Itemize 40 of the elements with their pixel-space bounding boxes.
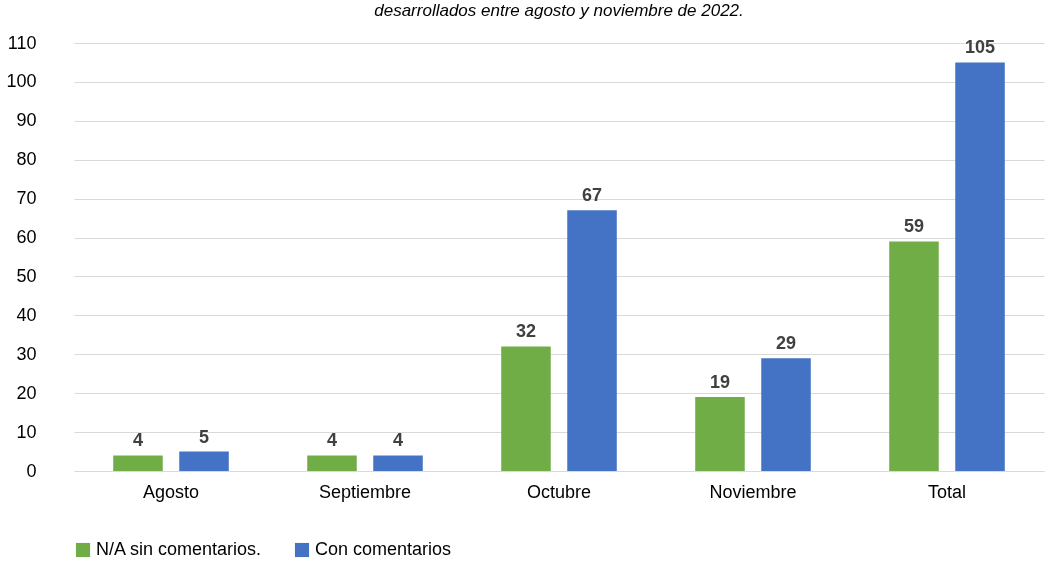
x-tick-label: Octubre: [526, 481, 592, 502]
legend-label: Con comentarios: [315, 539, 452, 559]
y-tick-label: 90: [16, 110, 37, 131]
data-label: 32: [515, 321, 536, 342]
y-tick-label: 100: [6, 71, 37, 92]
data-label: 29: [776, 333, 797, 354]
data-label: 19: [709, 372, 730, 393]
bar: [695, 397, 745, 471]
y-tick-label: 80: [16, 149, 37, 170]
bar: [501, 346, 551, 471]
data-label: 4: [326, 430, 337, 451]
x-tick-label: Agosto: [142, 481, 200, 502]
data-label: 4: [132, 430, 143, 451]
y-tick-label: 20: [16, 382, 37, 403]
bar: [373, 455, 423, 471]
data-label: 59: [903, 216, 924, 237]
bar: [889, 241, 939, 471]
y-tick-label: 40: [16, 304, 37, 325]
bar: [179, 451, 229, 471]
data-label: 105: [965, 37, 996, 58]
y-tick-label: 30: [16, 343, 37, 364]
y-tick-label: 50: [16, 265, 37, 286]
data-label: 5: [199, 426, 210, 447]
data-label: 4: [393, 430, 404, 451]
bar: [567, 210, 617, 471]
y-tick-label: 110: [7, 32, 37, 53]
x-tick-label: Total: [927, 481, 967, 502]
data-label: 67: [582, 185, 603, 206]
bar: [113, 455, 163, 471]
chart-title: desarrollados entre agosto y noviembre de 2022.: [374, 1, 744, 20]
bar: [307, 455, 357, 471]
y-tick-label: 70: [16, 188, 37, 209]
y-tick-label: 10: [16, 421, 37, 442]
legend-label: N/A sin comentarios.: [96, 539, 262, 559]
bar: [955, 62, 1005, 471]
x-tick-label: Septiembre: [318, 481, 412, 502]
y-tick-label: 60: [16, 227, 37, 248]
x-tick-label: Noviembre: [709, 481, 797, 502]
y-tick-label: 0: [26, 460, 37, 481]
bar: [761, 358, 811, 471]
